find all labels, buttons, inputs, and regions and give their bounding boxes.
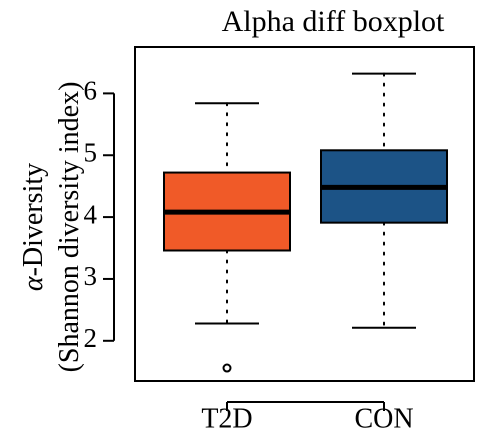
- outlier-point: [222, 363, 232, 373]
- x-axis: T2D CON: [201, 401, 414, 434]
- x-tick-label: T2D: [201, 403, 252, 434]
- y-tick-label: 2: [84, 323, 98, 353]
- y-tick-label: 5: [84, 137, 98, 167]
- box-group: [163, 102, 291, 373]
- y-tick-label: 4: [84, 199, 98, 229]
- box-group: [320, 72, 448, 329]
- y-axis-label-sub: (Shannon diversity index): [54, 82, 85, 373]
- plot-series: [163, 72, 448, 373]
- y-tick-label: 6: [84, 76, 98, 106]
- chart-title: Alpha diff boxplot: [222, 5, 445, 38]
- y-tick-label: 3: [84, 261, 98, 291]
- y-axis-label-group: α-Diversity (Shannon diversity index): [18, 82, 85, 373]
- y-axis-greek: α: [18, 275, 49, 291]
- plot-frame: [134, 46, 475, 382]
- y-axis-main-text: -Diversity: [18, 163, 49, 277]
- y-axis: 2 3 4 5 6: [84, 76, 115, 353]
- y-axis-label-main: α-Diversity: [18, 163, 49, 291]
- x-tick-label: CON: [354, 403, 413, 434]
